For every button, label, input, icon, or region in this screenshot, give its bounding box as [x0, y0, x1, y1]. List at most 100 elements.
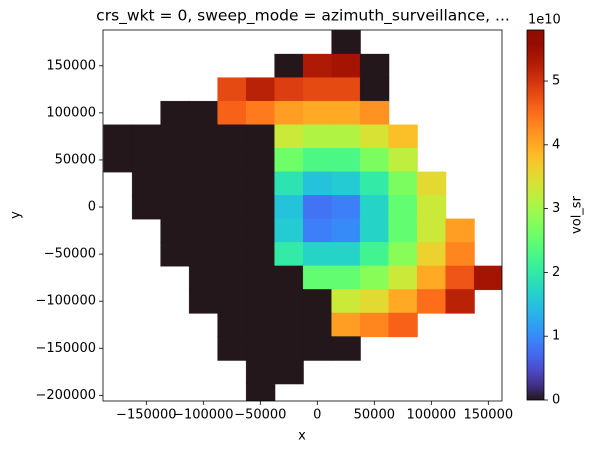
- y-tick-label: −200000: [35, 388, 96, 403]
- heatmap-cell: [217, 171, 247, 196]
- heatmap-cell: [445, 242, 475, 267]
- y-tick-label: 50000: [55, 152, 96, 167]
- heatmap-cell: [388, 124, 418, 149]
- heatmap-cell: [131, 171, 162, 196]
- heatmap-cell: [302, 124, 333, 149]
- heatmap-cell: [302, 218, 333, 243]
- x-axis-label: x: [298, 429, 306, 444]
- y-tick-label: −50000: [44, 247, 96, 262]
- heatmap-cell: [416, 218, 447, 243]
- heatmap-cell: [274, 289, 304, 314]
- heatmap-cell: [217, 148, 247, 173]
- heatmap-cell: [245, 359, 276, 385]
- y-tick-label: −100000: [35, 294, 96, 309]
- heatmap-cell: [302, 265, 333, 291]
- heatmap-cell: [217, 195, 247, 220]
- heatmap-cell: [245, 383, 276, 401]
- heatmap-cell: [388, 148, 418, 173]
- heatmap-cell: [445, 218, 475, 243]
- heatmap-cell: [388, 171, 418, 196]
- heatmap-cell: [331, 265, 361, 291]
- heatmap-cell: [302, 289, 333, 314]
- heatmap-cell: [359, 100, 390, 126]
- colorbar-tick-label: 0: [552, 393, 560, 408]
- heatmap-cell: [245, 265, 276, 291]
- heatmap-cell: [103, 148, 133, 173]
- heatmap-cell: [245, 77, 276, 102]
- heatmap-cell: [160, 242, 190, 267]
- heatmap-cell: [188, 242, 219, 267]
- heatmap-cell: [331, 218, 361, 243]
- heatmap-cell: [274, 195, 304, 220]
- heatmap-cell: [245, 242, 276, 267]
- heatmap-cell: [245, 195, 276, 220]
- heatmap-cell: [359, 148, 390, 173]
- heatmap-cell: [217, 289, 247, 314]
- heatmap-cell: [188, 195, 219, 220]
- heatmap-cell: [359, 242, 390, 267]
- heatmap-cell: [359, 289, 390, 314]
- heatmap-cell: [217, 312, 247, 338]
- heatmap-cell: [331, 148, 361, 173]
- y-axis-label: y: [9, 211, 24, 219]
- heatmap-cell: [245, 124, 276, 149]
- heatmap-cell: [388, 242, 418, 267]
- heatmap-cell: [217, 77, 247, 102]
- x-tick-label: 0: [313, 408, 321, 423]
- heatmap-cell: [359, 195, 390, 220]
- heatmap-cell: [274, 77, 304, 102]
- heatmap-cell: [416, 289, 447, 314]
- heatmap-cell: [160, 148, 190, 173]
- x-tick-label: 150000: [463, 408, 513, 423]
- heatmap-cell: [359, 218, 390, 243]
- heatmap-cell: [416, 195, 447, 220]
- heatmap-cell: [274, 53, 304, 79]
- heatmap-cell: [302, 53, 333, 79]
- heatmap-cell: [416, 242, 447, 267]
- y-tick-label: 100000: [46, 105, 96, 120]
- heatmap-cell: [245, 171, 276, 196]
- colorbar-tick-label: 1: [552, 329, 560, 344]
- heatmap-cell: [331, 242, 361, 267]
- x-tick-label: −50000: [234, 408, 286, 423]
- heatmap-cell: [131, 195, 162, 220]
- colorbar-offset: 1e10: [528, 13, 561, 28]
- colorbar-tick-label: 4: [552, 137, 560, 152]
- heatmap-cell: [331, 289, 361, 314]
- heatmap-cell: [388, 195, 418, 220]
- plot-frame: [102, 29, 503, 402]
- heatmap-cell: [388, 265, 418, 291]
- heatmap-cell: [331, 30, 361, 55]
- heatmap-cell: [217, 124, 247, 149]
- y-tick-label: 150000: [46, 58, 96, 73]
- heatmap-cell: [160, 171, 190, 196]
- heatmap-cell: [388, 312, 418, 338]
- heatmap-cell: [359, 265, 390, 291]
- x-tick-label: −100000: [173, 408, 234, 423]
- heatmap-cell: [188, 148, 219, 173]
- heatmap-cell: [274, 124, 304, 149]
- heatmap-cell: [217, 218, 247, 243]
- heatmap-cell: [331, 53, 361, 79]
- heatmap-cell: [274, 359, 304, 385]
- heatmap-cell: [274, 218, 304, 243]
- colorbar: [526, 29, 545, 401]
- heatmap-cell: [359, 124, 390, 149]
- heatmap-cell: [359, 53, 390, 79]
- heatmap-cell: [245, 312, 276, 338]
- heatmap-cell: [331, 77, 361, 102]
- heatmap-cell: [274, 312, 304, 338]
- heatmap-cell: [359, 312, 390, 338]
- heatmap-cell: [302, 312, 333, 338]
- heatmap-cell: [188, 265, 219, 291]
- heatmap-cell: [217, 265, 247, 291]
- chart-title: crs_wkt = 0, sweep_mode = azimuth_survei…: [96, 7, 510, 26]
- y-tick-label: 0: [88, 200, 96, 215]
- heatmap-cell: [331, 195, 361, 220]
- heatmap-cell: [416, 171, 447, 196]
- heatmap-cell: [131, 124, 162, 149]
- heatmap-cell: [445, 265, 475, 291]
- heatmap-cell: [217, 100, 247, 126]
- heatmap-cell: [331, 171, 361, 196]
